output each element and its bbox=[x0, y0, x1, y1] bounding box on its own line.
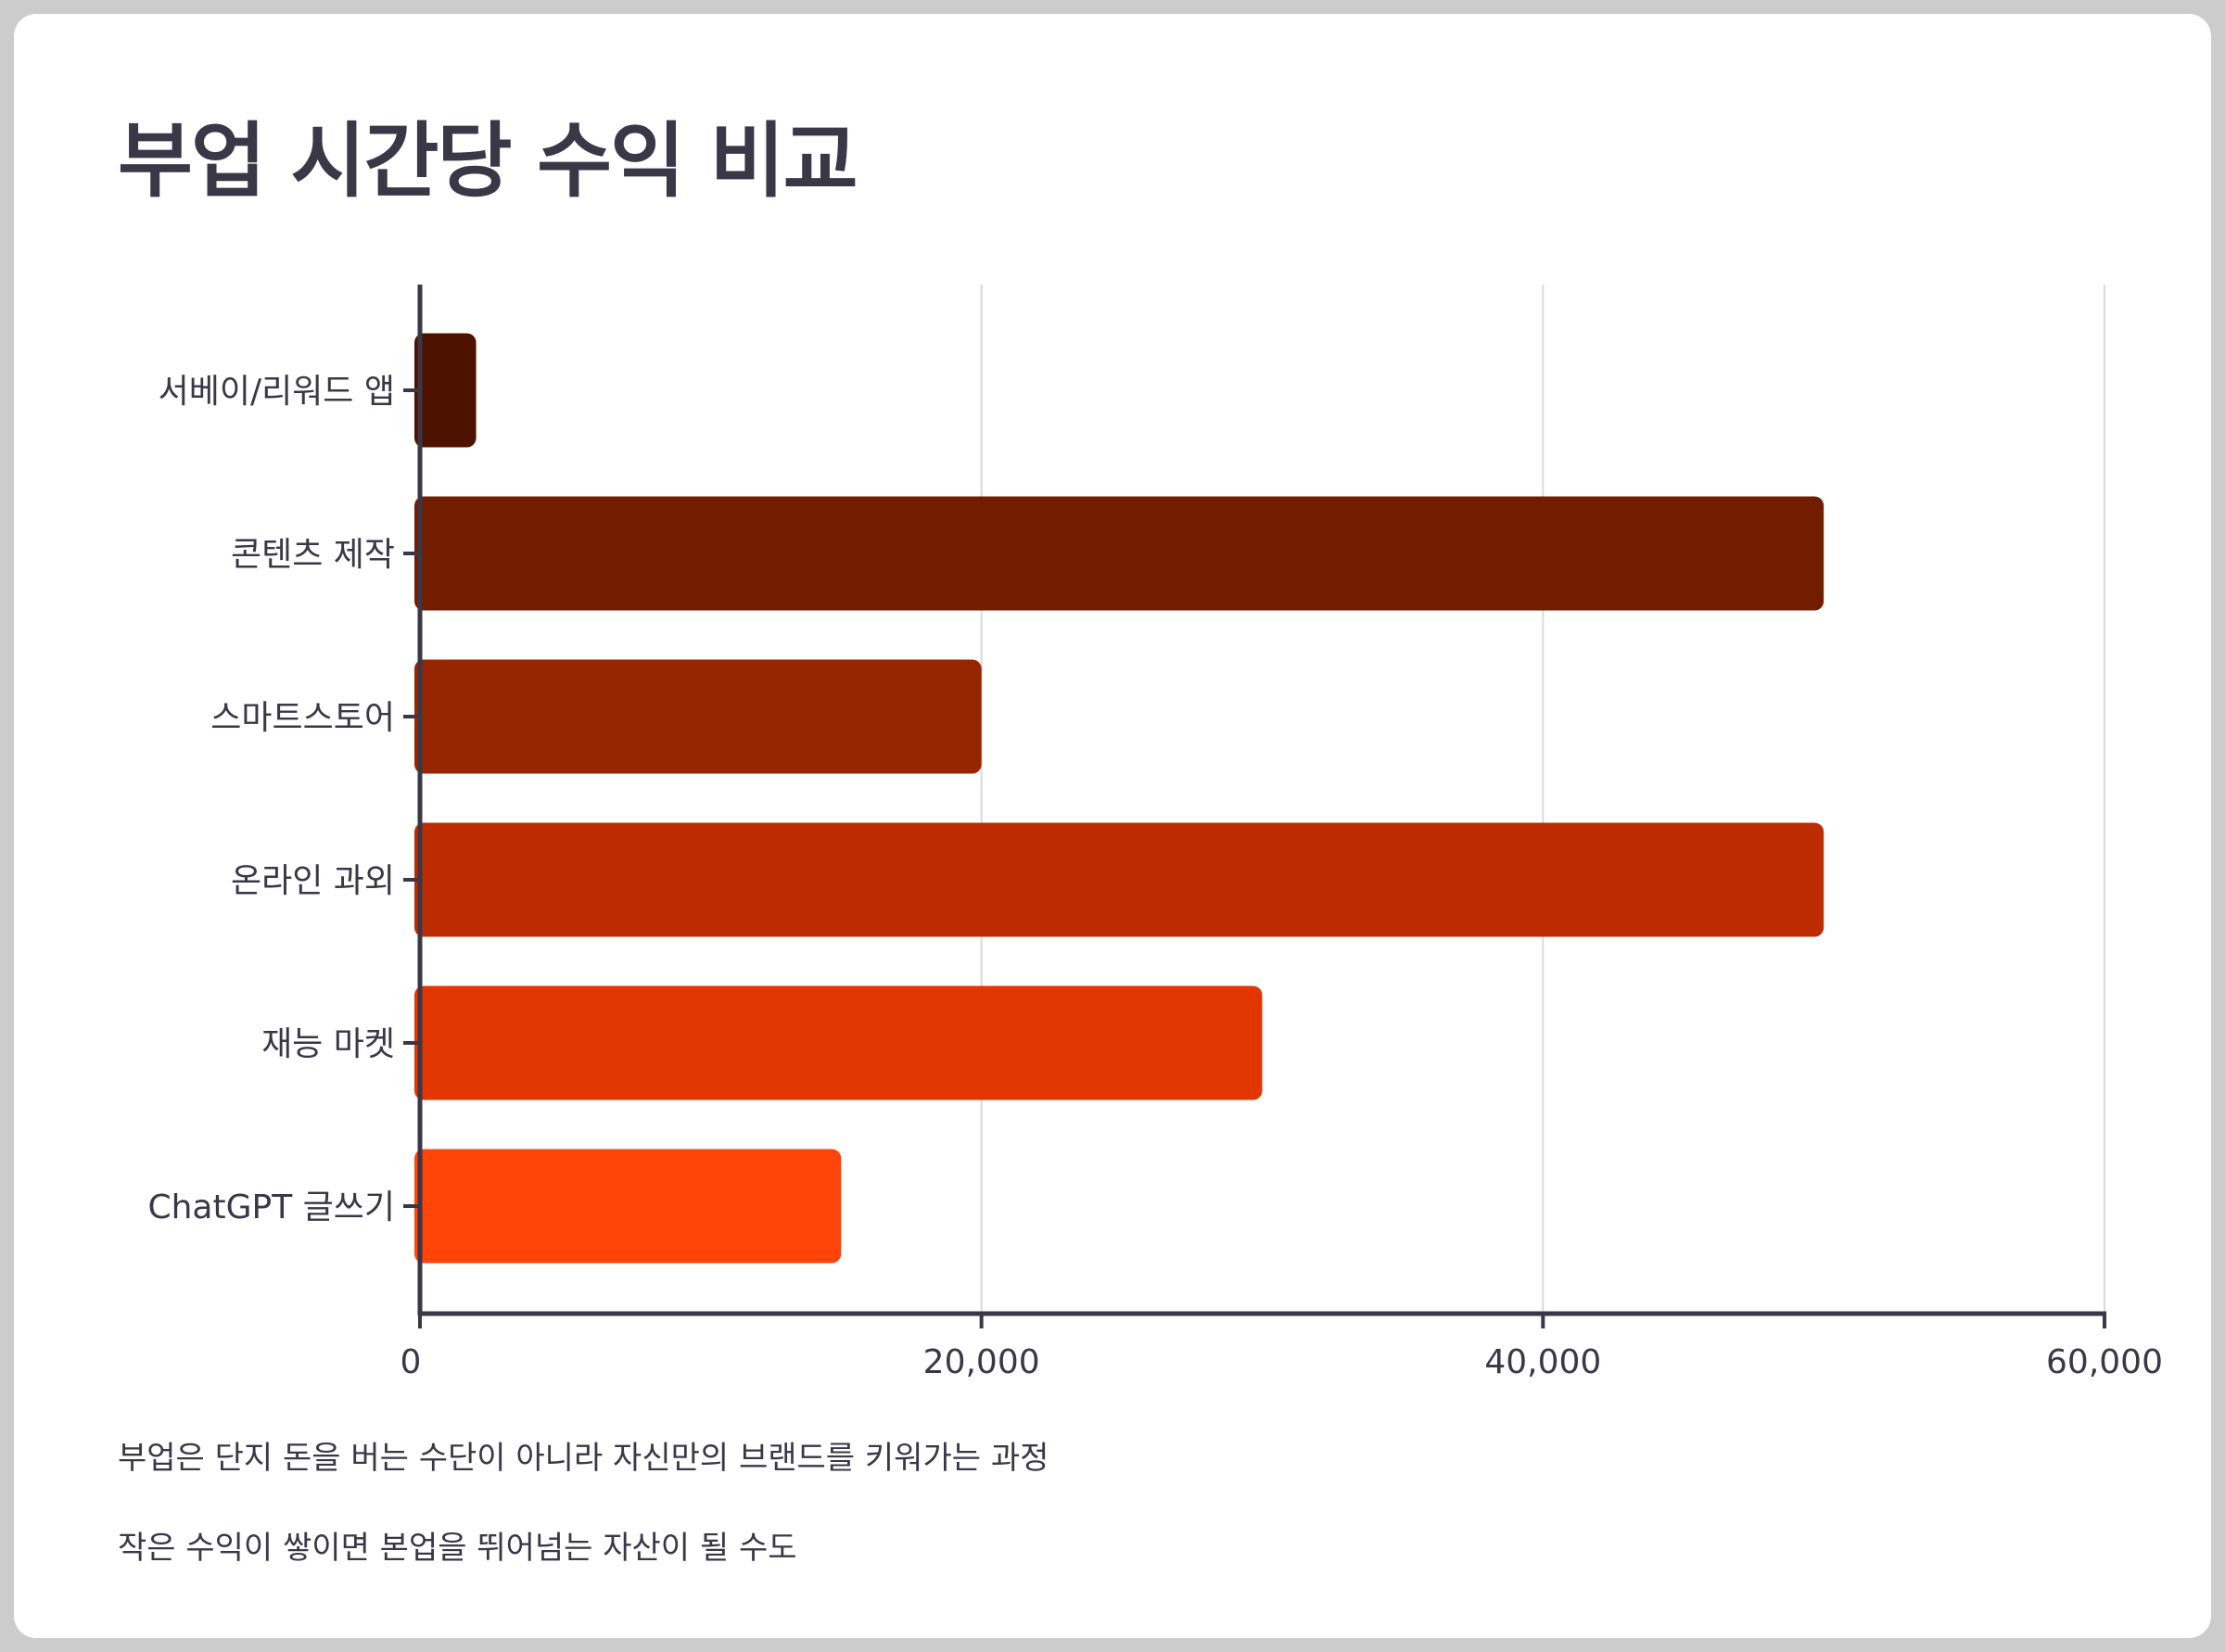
x-tick-label: 0 bbox=[400, 1343, 422, 1381]
bar bbox=[414, 333, 477, 448]
y-tick-label: 스마트스토어 bbox=[210, 699, 395, 737]
x-tick-label: 20,000 bbox=[923, 1343, 1040, 1381]
bar bbox=[414, 496, 1824, 611]
chart-title: 부업 시간당 수익 비교 bbox=[118, 113, 858, 209]
bar bbox=[414, 985, 1263, 1100]
x-tick-label: 60,000 bbox=[2046, 1343, 2163, 1381]
bar bbox=[414, 822, 1824, 937]
y-tick-label: 콘텐츠 제작 bbox=[231, 536, 395, 574]
x-tick-label: 40,000 bbox=[1484, 1343, 1601, 1381]
caption-note-2: 작은 수익이 쌓이면 본업을 뛰어넘는 자산이 될 수도 bbox=[118, 1530, 797, 1567]
y-tick-label: 서베이/리워드 앱 bbox=[159, 373, 395, 411]
y-tick-label: ChatGPT 글쓰기 bbox=[147, 1188, 395, 1226]
bar bbox=[414, 1149, 842, 1264]
y-tick-label: 재능 마켓 bbox=[261, 1025, 395, 1063]
bar bbox=[414, 659, 982, 774]
caption-note-1: 부업은 단지 돈을 버는 수단이 아니라 자신만의 브랜드를 키워가는 과정 bbox=[118, 1440, 1049, 1477]
y-tick-label: 온라인 과외 bbox=[231, 862, 395, 900]
